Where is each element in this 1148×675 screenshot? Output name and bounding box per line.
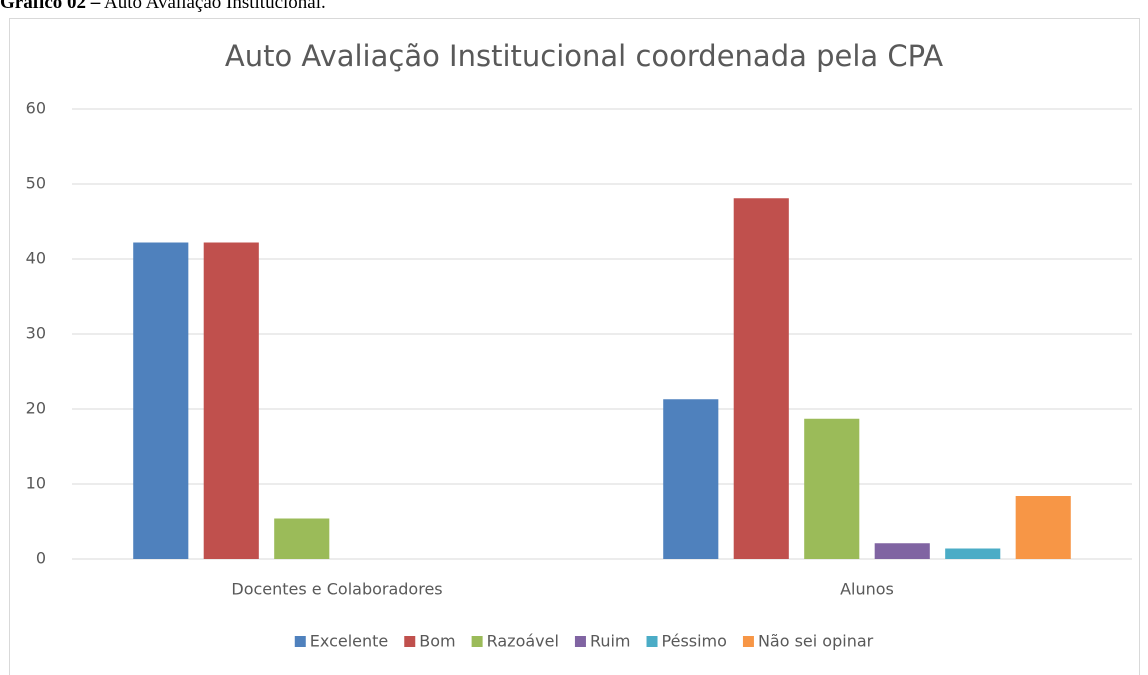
- bar: [133, 242, 189, 559]
- bar: [945, 548, 1001, 559]
- y-tick-label: 40: [26, 249, 46, 268]
- legend-swatch: [294, 636, 306, 647]
- y-tick-label: 20: [26, 399, 46, 418]
- legend-swatch: [471, 636, 483, 647]
- legend-swatch: [404, 636, 416, 647]
- legend-label: Excelente: [310, 632, 388, 651]
- bar: [663, 399, 719, 559]
- legend-label: Péssimo: [662, 632, 727, 651]
- bar: [1015, 496, 1071, 559]
- bar: [733, 198, 789, 559]
- bar: [274, 518, 330, 559]
- legend-label: Razoável: [487, 632, 559, 651]
- legend-label: Não sei opinar: [758, 632, 874, 651]
- bar: [804, 418, 860, 559]
- caption-text: Auto Avaliação Institucional.: [104, 0, 326, 13]
- legend-swatch: [574, 636, 586, 647]
- legend-label: Ruim: [590, 632, 631, 651]
- bar: [874, 543, 930, 559]
- x-tick-label: Alunos: [840, 580, 894, 599]
- bar: [203, 242, 259, 559]
- x-tick-label: Docentes e Colaboradores: [231, 580, 442, 599]
- legend-label: Bom: [419, 632, 455, 651]
- legend-swatch: [742, 636, 754, 647]
- caption-label: Gráfico 02 –: [0, 0, 101, 13]
- legend-swatch: [646, 636, 658, 647]
- y-tick-label: 10: [26, 474, 46, 493]
- chart-frame: [9, 18, 1140, 675]
- y-tick-label: 50: [26, 174, 46, 193]
- y-tick-label: 30: [26, 324, 46, 343]
- caption: Gráfico 02 – Auto Avaliação Instituciona…: [0, 0, 326, 13]
- chart-title: Auto Avaliação Institucional coordenada …: [225, 39, 943, 73]
- y-tick-label: 0: [36, 549, 46, 568]
- y-tick-label: 60: [26, 99, 46, 118]
